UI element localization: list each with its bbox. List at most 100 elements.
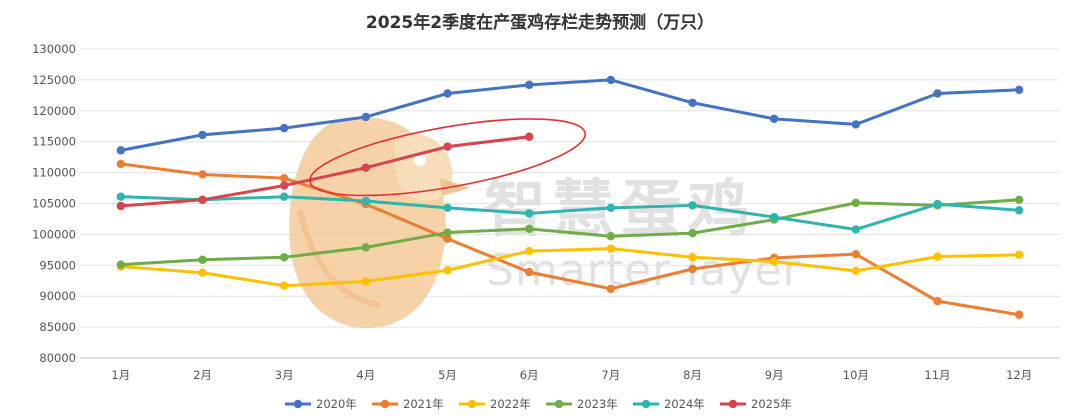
x-tick-label: 3月 xyxy=(275,368,294,382)
data-point xyxy=(279,123,289,133)
data-point xyxy=(524,267,534,277)
series-line xyxy=(119,247,1021,288)
legend-item: 2023年 xyxy=(546,397,618,411)
data-point xyxy=(933,252,942,261)
data-point xyxy=(361,112,371,122)
data-point xyxy=(606,244,616,253)
data-point xyxy=(688,253,697,262)
series-line xyxy=(119,198,1021,267)
series-2020年 xyxy=(116,75,1024,155)
data-point xyxy=(443,203,452,213)
data-point xyxy=(1014,310,1024,319)
x-tick-label: 1月 xyxy=(111,368,130,382)
legend-item: 2020年 xyxy=(285,397,357,411)
data-point xyxy=(851,225,861,234)
legend-marker xyxy=(467,399,477,409)
legend-item: 2024年 xyxy=(633,397,705,411)
legend-marker xyxy=(293,399,303,409)
data-point xyxy=(443,89,452,98)
data-point xyxy=(279,181,289,190)
data-point xyxy=(606,203,616,213)
series-2023年 xyxy=(116,195,1024,269)
data-point xyxy=(279,173,289,183)
legend-item: 2021年 xyxy=(372,397,444,411)
series-line xyxy=(119,135,531,208)
series-2021年 xyxy=(116,159,1024,319)
legend-marker xyxy=(728,399,738,409)
series-lines xyxy=(116,75,1024,319)
legend-label: 2020年 xyxy=(316,397,357,411)
series-line xyxy=(119,78,1021,152)
y-tick-label: 85000 xyxy=(39,320,76,334)
series-line xyxy=(119,195,1021,231)
data-point xyxy=(1014,206,1024,215)
data-point xyxy=(443,142,452,151)
data-point xyxy=(524,80,534,90)
y-tick-label: 110000 xyxy=(32,166,76,180)
data-point xyxy=(361,277,371,286)
y-tick-label: 90000 xyxy=(39,289,76,303)
data-point xyxy=(688,228,697,238)
x-tick-label: 11月 xyxy=(924,368,950,382)
data-point xyxy=(688,98,697,107)
data-point xyxy=(279,253,289,262)
data-point xyxy=(443,234,452,243)
data-point xyxy=(606,284,616,293)
data-point xyxy=(443,228,452,237)
x-tick-label: 5月 xyxy=(438,368,457,382)
data-point xyxy=(688,201,697,210)
data-point xyxy=(443,266,452,275)
data-point xyxy=(1014,250,1024,259)
data-point xyxy=(606,232,616,241)
data-point xyxy=(116,192,126,201)
axes: 80000 85000 90000 95000 100000 105000 110000 11… xyxy=(32,42,1060,382)
legend-marker xyxy=(641,399,651,409)
series-2022年 xyxy=(116,244,1024,290)
data-point xyxy=(198,268,207,277)
data-point xyxy=(1014,195,1024,204)
series-2025年 xyxy=(116,132,534,211)
y-tick-label: 125000 xyxy=(32,73,76,87)
data-point xyxy=(933,199,942,209)
data-point xyxy=(933,89,942,98)
data-point xyxy=(1014,85,1024,94)
legend-label: 2024年 xyxy=(664,397,705,411)
data-point xyxy=(606,75,616,85)
x-tick-label: 4月 xyxy=(356,368,375,382)
data-point xyxy=(851,266,861,276)
legend-label: 2025年 xyxy=(751,397,792,411)
y-tick-label: 95000 xyxy=(39,258,76,272)
data-point xyxy=(851,120,861,129)
legend: 2020年 2021年 2022年 2023年 2024年 2025年 xyxy=(285,397,792,411)
data-point xyxy=(851,198,861,208)
data-point xyxy=(688,264,697,274)
y-tick-label: 115000 xyxy=(32,135,76,149)
y-tick-label: 80000 xyxy=(39,351,76,365)
series-line xyxy=(119,162,1021,317)
x-tick-label: 2月 xyxy=(193,368,212,382)
data-point xyxy=(524,224,534,234)
data-point xyxy=(769,257,779,266)
data-point xyxy=(116,260,126,269)
legend-marker xyxy=(380,399,390,409)
data-point xyxy=(361,243,371,252)
x-tick-label: 8月 xyxy=(683,368,702,382)
highlight-ellipse xyxy=(309,118,586,197)
data-point xyxy=(851,249,861,259)
y-tick-label: 130000 xyxy=(32,42,76,56)
data-point xyxy=(198,195,207,204)
x-tick-label: 6月 xyxy=(520,368,539,382)
y-tick-label: 120000 xyxy=(32,104,76,118)
data-point xyxy=(933,296,942,306)
legend-label: 2021年 xyxy=(403,397,444,411)
x-tick-label: 7月 xyxy=(601,368,620,382)
legend-label: 2022年 xyxy=(490,397,531,411)
data-point xyxy=(116,159,126,169)
data-point xyxy=(524,209,534,218)
legend-item: 2025年 xyxy=(720,397,792,411)
x-tick-label: 10月 xyxy=(843,368,869,382)
legend-item: 2022年 xyxy=(459,397,531,411)
annotation xyxy=(309,118,586,197)
legend-label: 2023年 xyxy=(577,397,618,411)
